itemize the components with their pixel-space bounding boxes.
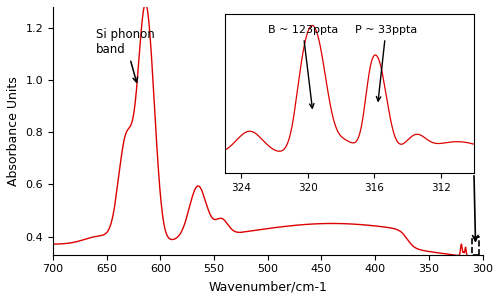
Y-axis label: Absorbance Units: Absorbance Units <box>7 76 20 186</box>
Text: Si phonon
band: Si phonon band <box>96 28 154 82</box>
X-axis label: Wavenumber/cm-1: Wavenumber/cm-1 <box>208 280 327 293</box>
